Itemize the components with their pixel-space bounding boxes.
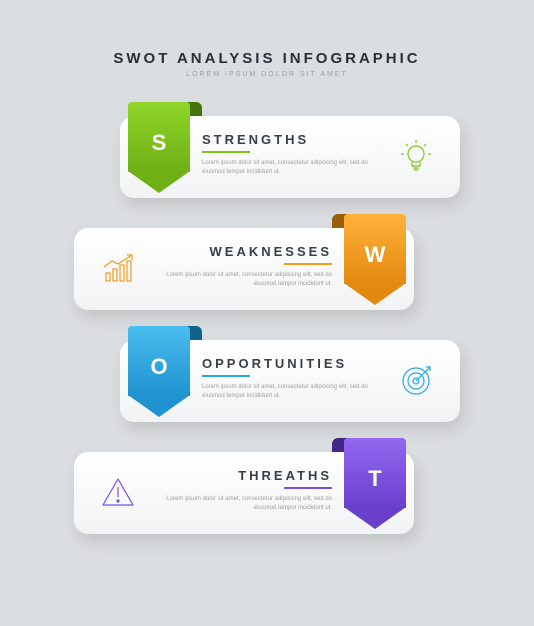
lightbulb-icon: [396, 137, 436, 177]
card-threats: T THREATHS Lorem ipsum dolor sit amet, c…: [74, 452, 414, 534]
ribbon-letter: W: [344, 242, 406, 268]
ribbon-threats: T: [344, 438, 406, 530]
ribbon-weaknesses: W: [344, 214, 406, 306]
ribbon-point: [128, 171, 190, 193]
card-content-opportunities: OPPORTUNITIES Lorem ipsum dolor sit amet…: [202, 356, 372, 401]
card-title: STRENGTHS: [202, 132, 372, 147]
ribbon-strengths: S: [128, 102, 190, 194]
target-icon: [396, 361, 436, 401]
card-opportunities: O OPPORTUNITIES Lorem ipsum dolor sit am…: [120, 340, 460, 422]
ribbon-letter: T: [344, 466, 406, 492]
title-underline: [202, 375, 250, 377]
card-body: Lorem ipsum dolor sit amet, consectetur …: [162, 271, 332, 289]
card-body: Lorem ipsum dolor sit amet, consectetur …: [202, 383, 372, 401]
ribbon-point: [344, 283, 406, 305]
card-title: THREATHS: [162, 468, 332, 483]
growth-chart-icon: [98, 249, 138, 289]
ribbon-opportunities: O: [128, 326, 190, 418]
card-title: WEAKNESSES: [162, 244, 332, 259]
ribbon-point: [344, 507, 406, 529]
card-weaknesses: W WEAKNESSES Lorem ipsum dolor sit amet,…: [74, 228, 414, 310]
title-underline: [284, 263, 332, 265]
ribbon-point: [128, 395, 190, 417]
warning-icon: [98, 473, 138, 513]
ribbon-letter: O: [128, 354, 190, 380]
title-underline: [284, 487, 332, 489]
ribbon-letter: S: [128, 130, 190, 156]
card-body: Lorem ipsum dolor sit amet, consectetur …: [202, 159, 372, 177]
card-content-strengths: STRENGTHS Lorem ipsum dolor sit amet, co…: [202, 132, 372, 177]
card-content-threats: THREATHS Lorem ipsum dolor sit amet, con…: [162, 468, 332, 513]
card-strengths: S STRENGTHS Lorem ipsum dolor sit amet, …: [120, 116, 460, 198]
card-content-weaknesses: WEAKNESSES Lorem ipsum dolor sit amet, c…: [162, 244, 332, 289]
card-title: OPPORTUNITIES: [202, 356, 372, 371]
infographic-canvas: SWOT ANALYSIS INFOGRAPHIC LOREM IPSUM DO…: [0, 0, 534, 626]
title-underline: [202, 151, 250, 153]
header-block: SWOT ANALYSIS INFOGRAPHIC LOREM IPSUM DO…: [0, 50, 534, 78]
card-body: Lorem ipsum dolor sit amet, consectetur …: [162, 495, 332, 513]
subtitle: LOREM IPSUM DOLOR SIT AMET: [0, 71, 534, 78]
main-title: SWOT ANALYSIS INFOGRAPHIC: [0, 50, 534, 67]
